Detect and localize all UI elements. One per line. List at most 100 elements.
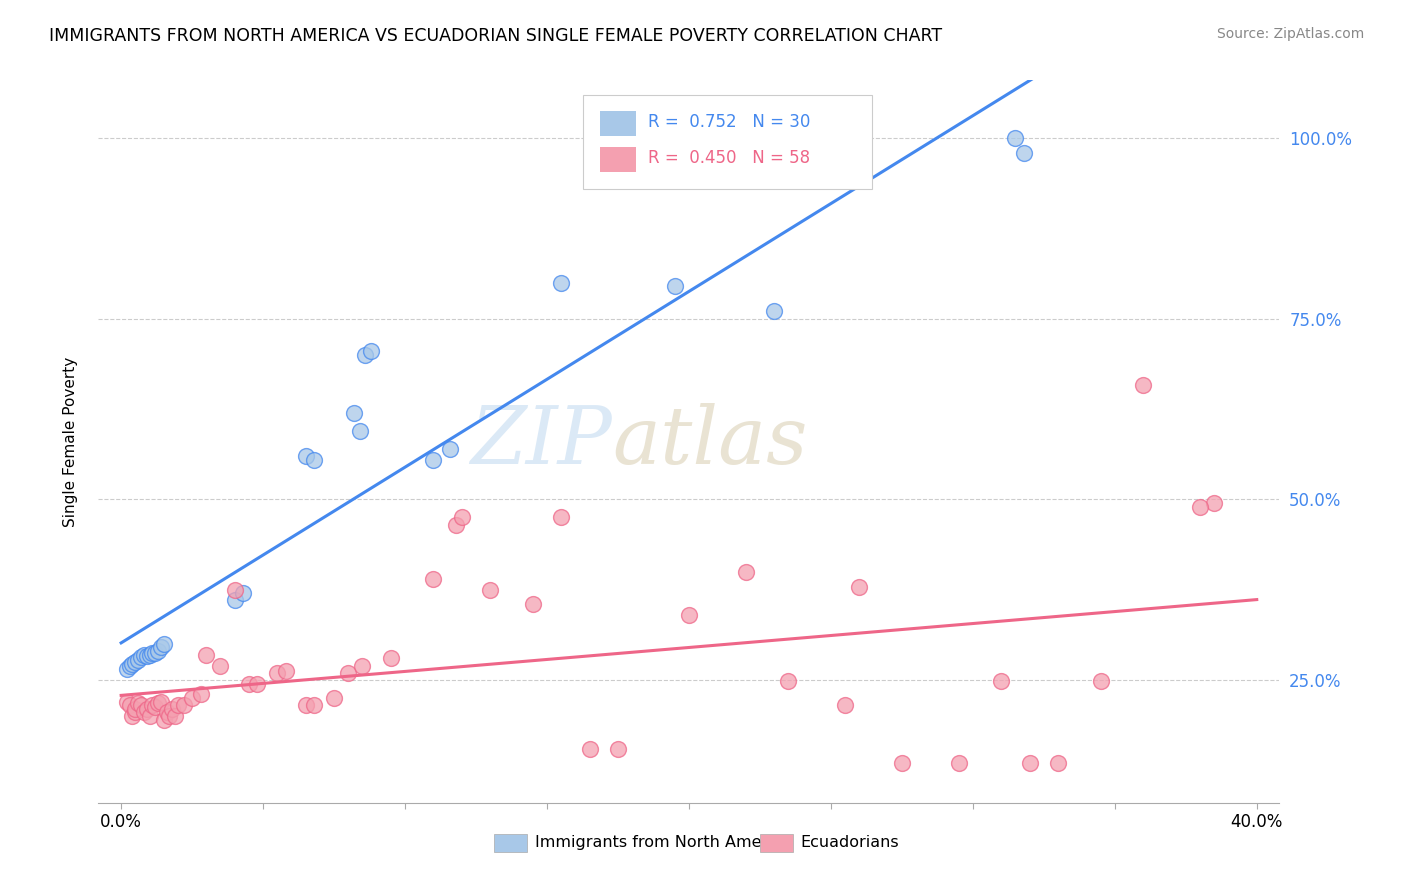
Point [1004,131,1026,145]
Point [141,698,163,713]
Point [1204,496,1226,510]
Point [127,653,149,667]
Point [143,700,166,714]
Point [550,276,572,290]
Point [135,649,157,664]
Point [152,637,174,651]
Point [149,695,172,709]
Point [349,424,371,438]
Point [948,756,970,770]
Bar [600,147,636,172]
Point [274,665,297,679]
Point [294,698,316,713]
Point [664,279,686,293]
Point [232,586,254,600]
Point [195,648,218,662]
Text: ZIP: ZIP [471,403,612,480]
Point [224,593,246,607]
Point [1046,756,1070,770]
Point [294,449,316,463]
Point [135,702,157,716]
Point [152,713,174,727]
Point [578,741,600,756]
Text: Immigrants from North America: Immigrants from North America [536,835,792,850]
Point [422,452,444,467]
Point [121,657,143,671]
Text: IMMIGRANTS FROM NORTH AMERICA VS ECUADORIAN SINGLE FEMALE POVERTY CORRELATION CH: IMMIGRANTS FROM NORTH AMERICA VS ECUADOR… [49,27,942,45]
Point [380,651,402,665]
Point [124,706,146,720]
Point [778,674,800,689]
Point [352,658,374,673]
Point [224,582,246,597]
Point [162,702,183,716]
Point [343,406,366,420]
Point [678,607,700,622]
Point [302,698,325,713]
Text: atlas: atlas [612,403,807,480]
Text: Source: ZipAtlas.com: Source: ZipAtlas.com [1216,27,1364,41]
Point [143,646,166,660]
Point [238,676,260,690]
Point [354,348,377,362]
Point [1188,500,1211,514]
Point [129,698,152,713]
Point [155,706,177,720]
Point [167,698,190,713]
Point [360,344,382,359]
Point [115,695,138,709]
Point [1132,378,1154,392]
Point [834,698,856,713]
Point [1090,674,1112,689]
Point [118,658,141,673]
Point [890,756,912,770]
Point [165,709,187,723]
Point [1018,756,1040,770]
Point [121,709,143,723]
Point [149,640,172,655]
Y-axis label: Single Female Poverty: Single Female Poverty [63,357,77,526]
Point [550,510,572,524]
Point [157,709,180,723]
Point [146,696,169,710]
Bar [759,834,793,852]
Point [181,691,204,706]
Point [138,648,160,662]
Point [439,442,461,456]
Point [422,572,444,586]
Point [141,646,163,660]
Point [173,698,195,713]
Point [132,706,155,720]
Point [990,674,1012,689]
FancyBboxPatch shape [582,95,872,189]
Point [124,702,146,716]
Text: R =  0.450   N = 58: R = 0.450 N = 58 [648,149,810,168]
Text: R =  0.752   N = 30: R = 0.752 N = 30 [648,113,810,131]
Point [444,517,467,532]
Bar [494,834,527,852]
Point [848,581,870,595]
Point [337,665,360,680]
Point [124,655,146,669]
Text: Ecuadorians: Ecuadorians [800,835,898,850]
Point [129,649,152,664]
Point [115,662,138,676]
Point [127,696,149,710]
Point [138,709,160,723]
Point [607,741,630,756]
Point [118,698,141,713]
Point [450,510,472,524]
Point [1012,145,1035,160]
Point [132,648,155,662]
Point [302,452,325,467]
Point [734,565,756,579]
Point [323,691,346,706]
Point [209,658,232,673]
Point [266,665,288,680]
Bar [600,111,636,136]
Point [146,644,169,658]
Point [763,304,786,318]
Point [190,687,212,701]
Point [246,676,269,690]
Point [479,582,502,597]
